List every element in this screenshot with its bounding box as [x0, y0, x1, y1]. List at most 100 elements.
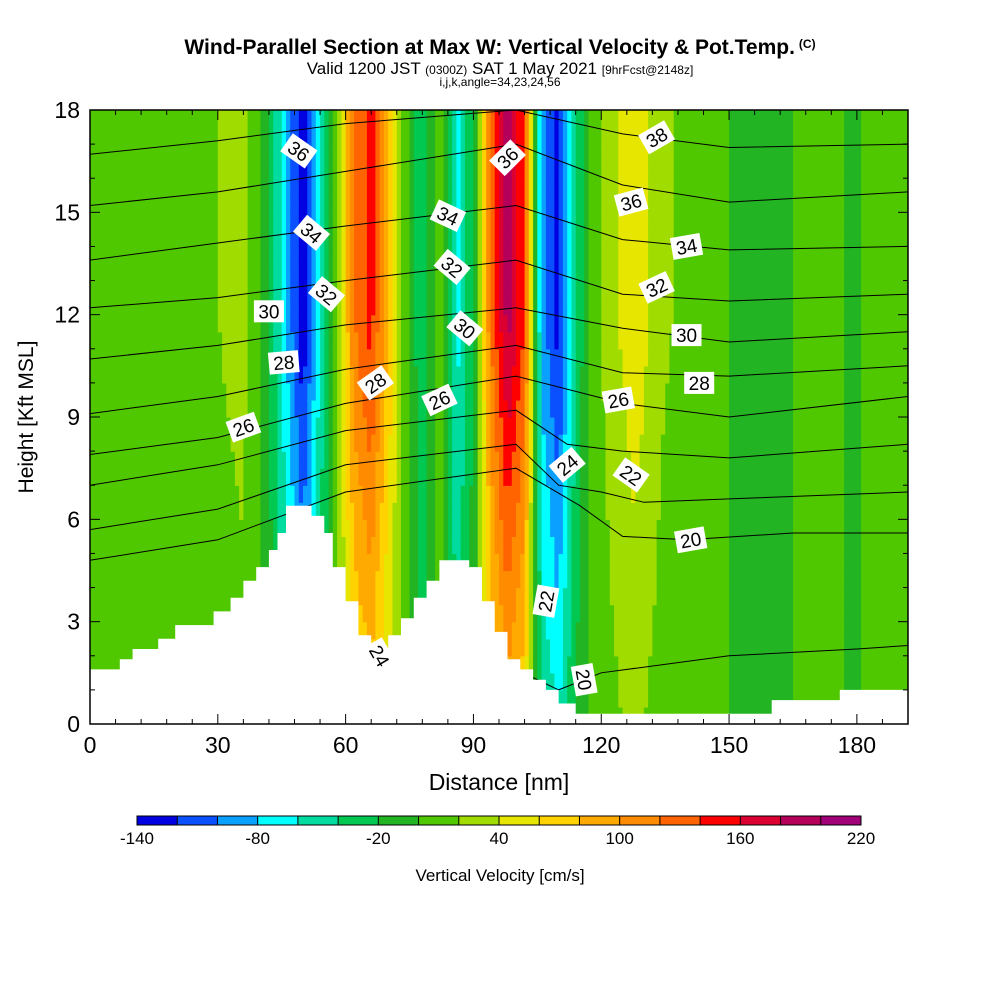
velocity-cell	[537, 161, 543, 179]
velocity-cell	[516, 536, 521, 555]
velocity-cell	[528, 434, 534, 452]
velocity-cell	[656, 382, 662, 401]
velocity-cell	[128, 451, 134, 469]
velocity-cell	[366, 451, 372, 469]
velocity-cell	[401, 331, 406, 350]
velocity-cell	[388, 195, 394, 213]
velocity-cell	[588, 689, 594, 708]
velocity-cell	[452, 399, 457, 418]
velocity-cell	[102, 536, 108, 555]
velocity-cell	[179, 212, 185, 230]
velocity-cell	[571, 229, 577, 248]
velocity-cell	[102, 246, 108, 265]
velocity-cell	[341, 178, 347, 196]
velocity-cell	[264, 485, 270, 503]
velocity-cell	[584, 587, 590, 606]
velocity-cell	[175, 417, 181, 435]
velocity-cell	[494, 212, 500, 230]
velocity-cell	[388, 297, 394, 316]
velocity-cell	[247, 110, 253, 128]
velocity-cell	[388, 212, 394, 230]
velocity-cell	[307, 399, 313, 418]
velocity-cell	[413, 297, 419, 316]
velocity-cell	[494, 382, 500, 401]
velocity-cell	[592, 451, 598, 469]
velocity-cell	[609, 314, 615, 333]
velocity-cell	[409, 536, 415, 555]
velocity-cell	[533, 314, 538, 333]
velocity-cell	[516, 434, 521, 452]
velocity-cell	[230, 485, 236, 503]
velocity-cell	[439, 178, 445, 196]
velocity-cell	[234, 195, 240, 213]
velocity-cell	[132, 604, 138, 623]
velocity-cell	[222, 502, 227, 520]
velocity-cell	[396, 263, 402, 282]
velocity-cell	[366, 297, 372, 316]
velocity-cell	[209, 365, 215, 384]
velocity-cell	[337, 502, 342, 520]
velocity-cell	[256, 246, 262, 265]
velocity-cell	[413, 468, 419, 486]
velocity-cell	[413, 195, 419, 213]
velocity-cell	[341, 365, 347, 384]
velocity-cell	[656, 502, 662, 520]
velocity-cell	[609, 280, 615, 299]
velocity-cell	[153, 161, 159, 179]
velocity-cell	[639, 314, 645, 333]
velocity-cell	[618, 553, 624, 572]
velocity-cell	[426, 297, 432, 316]
velocity-cell	[443, 280, 449, 299]
velocity-cell	[281, 280, 287, 299]
velocity-cell	[188, 110, 193, 128]
velocity-cell	[128, 195, 134, 213]
velocity-cell	[166, 468, 172, 486]
velocity-cell	[639, 331, 645, 350]
velocity-cell	[426, 178, 432, 196]
velocity-cell	[422, 485, 428, 503]
velocity-cell	[366, 348, 372, 367]
velocity-cell	[286, 399, 291, 418]
velocity-cell	[503, 127, 509, 145]
velocity-cell	[473, 229, 479, 248]
velocity-cell	[345, 382, 351, 401]
velocity-cell	[213, 161, 219, 179]
velocity-cell	[124, 553, 129, 572]
velocity-cell	[132, 161, 138, 179]
velocity-cell	[268, 161, 274, 179]
velocity-cell	[601, 485, 607, 503]
velocity-cell	[111, 417, 117, 435]
velocity-cell	[332, 331, 338, 350]
velocity-cell	[669, 434, 675, 452]
velocity-cell	[226, 382, 232, 401]
velocity-cell	[217, 229, 223, 248]
velocity-cell	[490, 263, 496, 282]
velocity-cell	[162, 144, 168, 162]
velocity-cell	[409, 246, 415, 265]
velocity-cell	[388, 246, 394, 265]
velocity-cell	[499, 229, 504, 248]
velocity-cell	[170, 468, 176, 486]
velocity-cell	[136, 229, 142, 248]
velocity-cell	[226, 399, 232, 418]
velocity-cell	[281, 382, 287, 401]
velocity-cell	[188, 399, 193, 418]
velocity-cell	[311, 178, 317, 196]
velocity-cell	[426, 502, 432, 520]
velocity-cell	[571, 348, 577, 367]
velocity-cell	[298, 314, 304, 333]
velocity-cell	[136, 212, 142, 230]
velocity-cell	[217, 331, 223, 350]
velocity-cell	[392, 195, 398, 213]
velocity-cell	[575, 570, 581, 589]
velocity-cell	[243, 502, 249, 520]
velocity-cell	[166, 246, 172, 265]
velocity-cell	[635, 621, 641, 640]
velocity-cell	[196, 144, 202, 162]
velocity-cell	[499, 127, 504, 145]
velocity-cell	[550, 638, 555, 657]
velocity-cell	[273, 399, 279, 418]
velocity-cell	[669, 297, 675, 316]
velocity-cell	[545, 382, 551, 401]
velocity-cell	[226, 246, 232, 265]
